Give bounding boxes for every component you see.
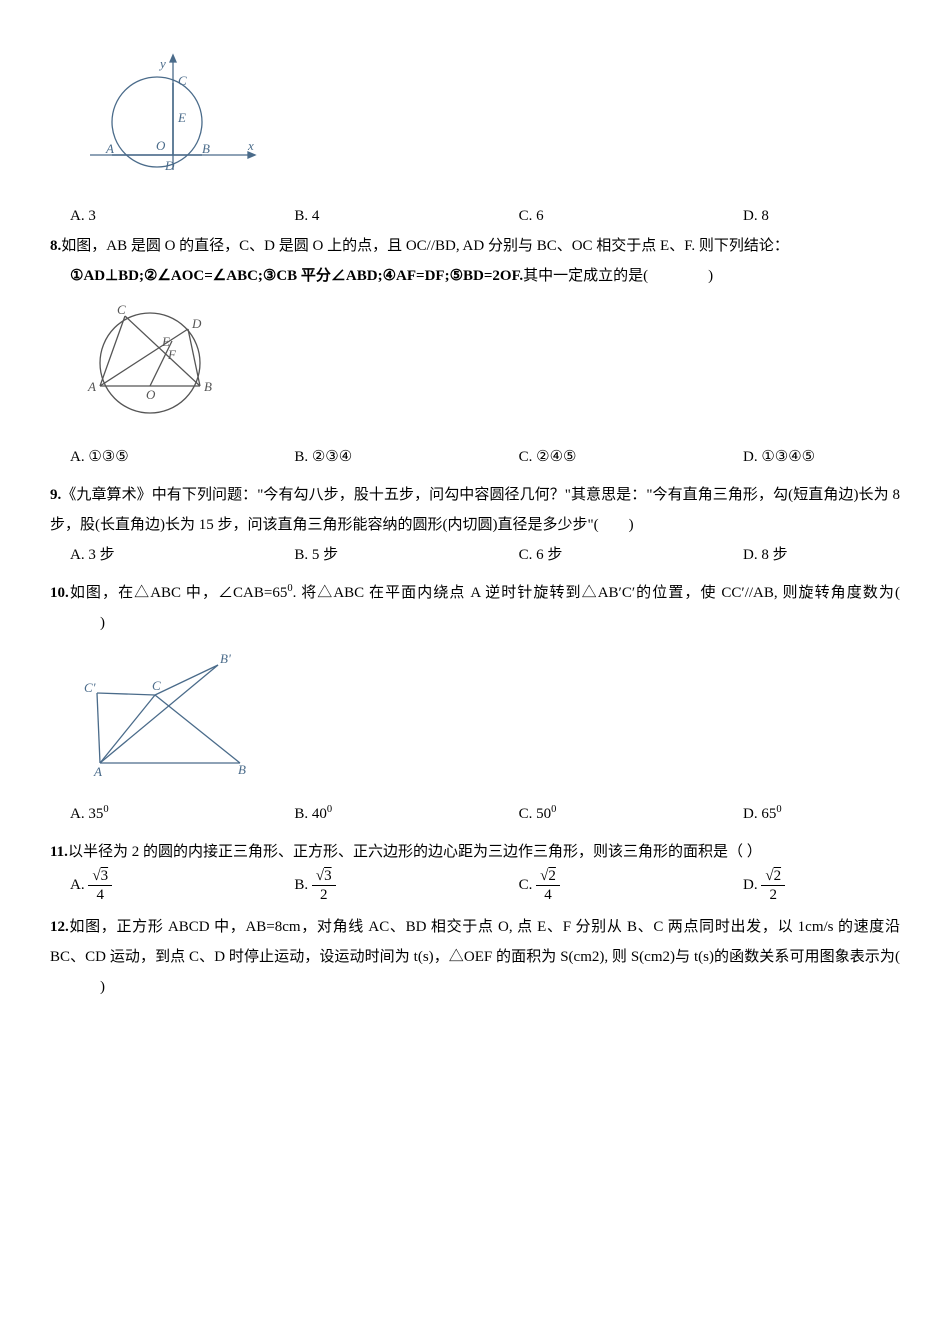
q11-D-den: 2 — [761, 886, 785, 904]
q8-figure: C D E F A O B — [70, 301, 900, 432]
q10-text-wrap: 10.如图，在△ABC 中，∠CAB=650. 将△ABC 在平面内绕点 A 逆… — [50, 578, 900, 638]
q8-label-B: B — [204, 379, 212, 394]
q10-choice-D-text: D. 65 — [743, 806, 776, 822]
q8-label-D: D — [191, 316, 202, 331]
q9-text-wrap: 9.《九章算术》中有下列问题："今有勾八步，股十五步，问勾中容圆径几何？"其意思… — [50, 480, 900, 540]
q8-label-O: O — [146, 387, 156, 402]
q8-choices: A. ①③⑤ B. ②③④ C. ②④⑤ D. ①③④⑤ — [70, 442, 900, 472]
q11-text-wrap: 11.以半径为 2 的圆的内接正三角形、正方形、正六边形的边心距为三边作三角形，… — [50, 837, 900, 867]
q7-figure: y C E A O B D x — [70, 50, 900, 191]
q10-label-A: A — [93, 764, 102, 778]
q11-A-num: 3 — [101, 868, 109, 884]
q10-label-C: C — [152, 678, 161, 693]
q9-choice-A: A. 3 步 — [70, 540, 294, 570]
q10-svg: B' C' C A B — [70, 648, 270, 778]
q11-choice-A: A. √34 — [70, 867, 294, 904]
q8-choice-B: B. ②③④ — [294, 442, 518, 472]
q8-text1: 如图，AB 是圆 O 的直径，C、D 是圆 O 上的点，且 OC//BD, AD… — [61, 238, 789, 254]
q9-choice-C: C. 6 步 — [519, 540, 743, 570]
q10-num: 10. — [50, 585, 69, 601]
q9-choice-D: D. 8 步 — [743, 540, 900, 570]
q11-D-num: 2 — [774, 868, 782, 884]
q11-C-num: 2 — [548, 868, 556, 884]
q8-choice-C: C. ②④⑤ — [519, 442, 743, 472]
q12-num: 12. — [50, 919, 69, 935]
q7-choices: A. 3 B. 4 C. 6 D. 8 — [70, 201, 900, 231]
q10-label-B: B — [238, 762, 246, 777]
q10-choice-A-text: A. 35 — [70, 806, 103, 822]
q11-A-den: 4 — [88, 886, 112, 904]
q8-line2: ①AD⊥BD;②∠AOC=∠ABC;③CB 平分∠ABD;④AF=DF;⑤BD=… — [70, 261, 900, 291]
q7-label-x: x — [247, 138, 254, 153]
q9-choice-B: B. 5 步 — [294, 540, 518, 570]
q7-choice-D: D. 8 — [743, 201, 900, 231]
q7-choice-A: A. 3 — [70, 201, 294, 231]
q11-choice-C: C. √24 — [519, 867, 743, 904]
q12-text-wrap: 12.如图，正方形 ABCD 中，AB=8cm，对角线 AC、BD 相交于点 O… — [50, 912, 900, 1002]
q9: 9.《九章算术》中有下列问题："今有勾八步，股十五步，问勾中容圆径几何？"其意思… — [50, 480, 900, 570]
q10-choice-D: D. 650 — [743, 799, 900, 829]
q8-label-F: F — [167, 347, 177, 362]
q9-text: 《九章算术》中有下列问题："今有勾八步，股十五步，问勾中容圆径几何？"其意思是：… — [50, 487, 900, 533]
q8-svg: C D E F A O B — [70, 301, 240, 421]
q9-num: 9. — [50, 487, 61, 503]
q8-text2: ①AD⊥BD;②∠AOC=∠ABC;③CB 平分∠ABD;④AF=DF;⑤BD=… — [70, 268, 523, 284]
q7-label-A: A — [105, 141, 114, 156]
q10-choices: A. 350 B. 400 C. 500 D. 650 — [70, 799, 900, 829]
q8-choice-A: A. ①③⑤ — [70, 442, 294, 472]
q8-label-A: A — [87, 379, 96, 394]
q11: 11.以半径为 2 的圆的内接正三角形、正方形、正六边形的边心距为三边作三角形，… — [50, 837, 900, 904]
q8-label-C: C — [117, 302, 126, 317]
q7-choice-C: C. 6 — [519, 201, 743, 231]
q12-text-end: ) — [100, 979, 105, 995]
q12-text: 如图，正方形 ABCD 中，AB=8cm，对角线 AC、BD 相交于点 O, 点… — [50, 919, 900, 965]
q10-figure: B' C' C A B — [70, 648, 900, 789]
q11-B-num: 3 — [324, 868, 332, 884]
q10-text1: 如图，在△ABC 中，∠CAB=65 — [69, 585, 288, 601]
q7-label-O: O — [156, 138, 166, 153]
q7-label-y: y — [158, 56, 166, 71]
q10-label-Cp: C' — [84, 680, 96, 695]
q7-label-E: E — [177, 110, 186, 125]
q10-choice-C: C. 500 — [519, 799, 743, 829]
q11-C-den: 4 — [536, 886, 560, 904]
q10-choice-A: A. 350 — [70, 799, 294, 829]
q11-choices: A. √34 B. √32 C. √24 D. √22 — [70, 867, 900, 904]
q10-text3: ) — [100, 615, 105, 631]
q7-label-B: B — [202, 141, 210, 156]
q10-text2: . 将△ABC 在平面内绕点 A 逆时针旋转到△AB′C′的位置，使 CC′//… — [293, 585, 900, 601]
q9-choices: A. 3 步 B. 5 步 C. 6 步 D. 8 步 — [70, 540, 900, 570]
q11-num: 11. — [50, 844, 68, 860]
q10: 10.如图，在△ABC 中，∠CAB=650. 将△ABC 在平面内绕点 A 逆… — [50, 578, 900, 829]
q8-text: 8.如图，AB 是圆 O 的直径，C、D 是圆 O 上的点，且 OC//BD, … — [50, 231, 900, 261]
q7-svg: y C E A O B D x — [70, 50, 260, 180]
q8-num: 8. — [50, 238, 61, 254]
q8-text2-end: ) — [708, 268, 713, 284]
q11-choice-B: B. √32 — [294, 867, 518, 904]
q7-choice-B: B. 4 — [294, 201, 518, 231]
q10-choice-C-text: C. 50 — [519, 806, 552, 822]
q12: 12.如图，正方形 ABCD 中，AB=8cm，对角线 AC、BD 相交于点 O… — [50, 912, 900, 1002]
q7-label-C: C — [178, 73, 187, 88]
q8-text2-suffix: 其中一定成立的是( — [523, 268, 648, 284]
q10-choice-B-text: B. 40 — [294, 806, 327, 822]
q11-B-den: 2 — [312, 886, 336, 904]
q8: 8.如图，AB 是圆 O 的直径，C、D 是圆 O 上的点，且 OC//BD, … — [50, 231, 900, 472]
q11-text: 以半径为 2 的圆的内接正三角形、正方形、正六边形的边心距为三边作三角形，则该三… — [68, 844, 762, 860]
q7-label-D: D — [164, 158, 175, 173]
q10-label-Bp: B' — [220, 651, 231, 666]
q11-choice-D: D. √22 — [743, 867, 900, 904]
q10-choice-B: B. 400 — [294, 799, 518, 829]
q8-choice-D: D. ①③④⑤ — [743, 442, 900, 472]
